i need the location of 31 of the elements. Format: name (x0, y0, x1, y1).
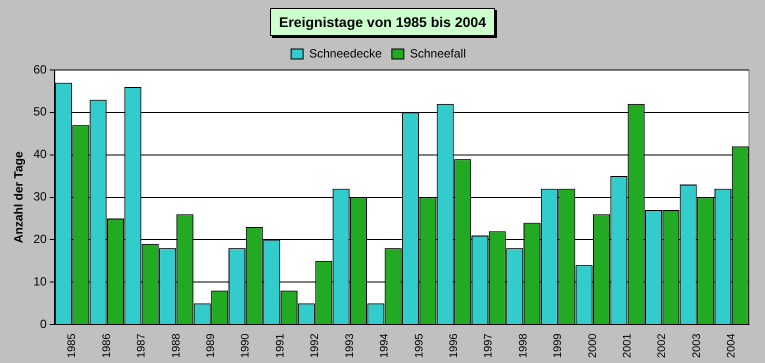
legend-label: Schneefall (410, 46, 466, 60)
x-tick-label: 1986 (100, 334, 113, 358)
y-tick-label: 20 (33, 232, 48, 246)
x-tick-label: 2003 (690, 334, 703, 358)
x-tick-label: 1999 (552, 334, 564, 358)
x-tick-label: 1997 (482, 334, 495, 358)
x-tick-label: 1985 (66, 334, 78, 358)
y-tick-label: 0 (40, 316, 48, 331)
chart-title: Ereignistage von 1985 bis 2004 (270, 8, 495, 36)
y-axis-title: Anzahl der Tage (12, 151, 26, 244)
y-tick-label: 10 (33, 274, 48, 288)
y-tick-label: 50 (33, 104, 48, 119)
x-tick-label: 1990 (240, 334, 252, 358)
x-tick-label: 1995 (413, 334, 426, 358)
x-tick-label: 1996 (448, 334, 460, 358)
x-tick-label: 1993 (344, 334, 356, 358)
legend-label: Schneedecke (309, 46, 382, 60)
x-tick-label: 1987 (136, 334, 148, 358)
x-tick-label: 1998 (517, 334, 530, 358)
x-tick-label: 2001 (622, 334, 634, 358)
x-tick-label: 1988 (170, 334, 182, 358)
y-tick-label: 40 (33, 147, 48, 162)
x-tick-label: 1992 (309, 334, 322, 358)
y-tick-label: 30 (33, 190, 48, 204)
x-tick-label: 2000 (586, 334, 599, 358)
x-tick-label: 1989 (204, 334, 217, 358)
y-tick-label: 60 (33, 62, 48, 76)
x-tick-label: 2004 (726, 334, 738, 358)
x-tick-label: 2002 (656, 334, 668, 358)
x-tick-label: 1994 (378, 334, 391, 358)
x-tick-label: 1991 (274, 334, 286, 358)
